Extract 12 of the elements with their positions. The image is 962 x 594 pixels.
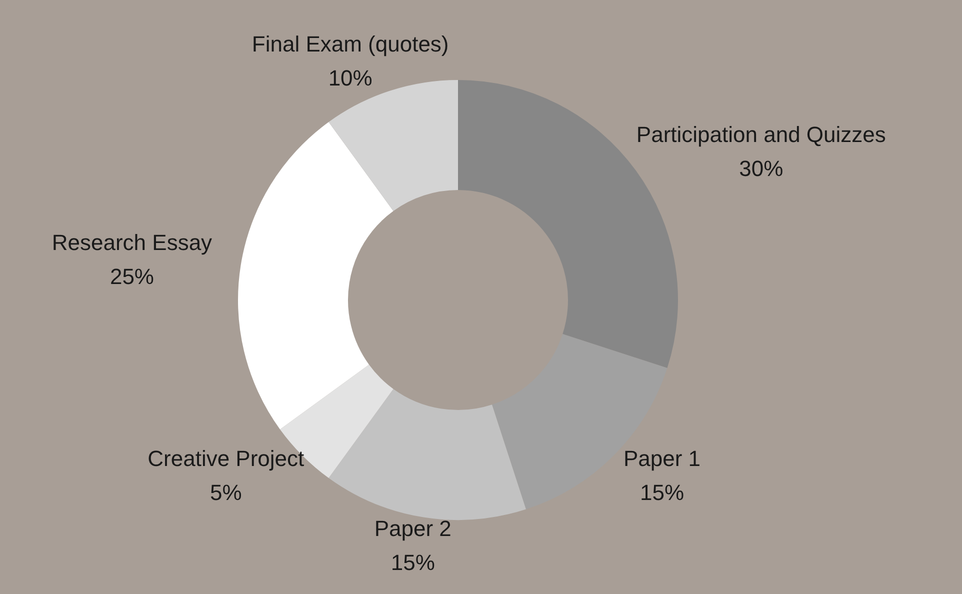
slice-label: Final Exam (quotes) <box>252 31 449 56</box>
slice-label: Paper 2 <box>374 516 452 541</box>
data-label: 15% <box>640 480 684 505</box>
slice-label: Paper 1 <box>623 446 701 471</box>
data-label: 10% <box>328 65 372 90</box>
data-label: 15% <box>390 550 435 575</box>
data-label: 25% <box>110 264 154 289</box>
slice-label: Creative Project <box>148 446 304 471</box>
data-label: 5% <box>210 480 242 505</box>
slice-label: Participation and Quizzes <box>636 122 886 148</box>
slice-label: Research Essay <box>52 230 212 255</box>
data-label: 30% <box>739 156 784 182</box>
